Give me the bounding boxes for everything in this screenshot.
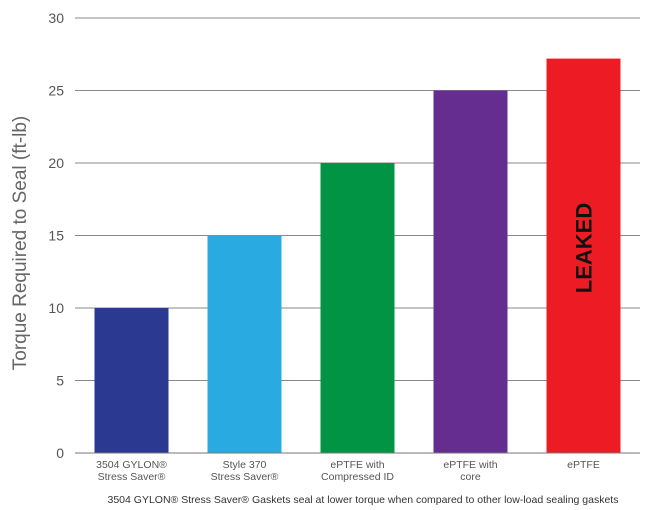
y-tick-label: 25: [48, 83, 64, 99]
bar: [320, 163, 395, 453]
leaked-annotation: LEAKED: [572, 203, 597, 293]
category-label: Compressed ID: [321, 471, 394, 483]
chart-caption: 3504 GYLON® Stress Saver® Gaskets seal a…: [108, 494, 619, 506]
y-tick-label: 30: [48, 10, 64, 26]
category-label: core: [460, 471, 481, 483]
y-tick-label: 20: [48, 155, 64, 171]
category-label: Stress Saver®: [98, 471, 166, 483]
category-label: ePTFE with: [330, 459, 384, 471]
category-label: ePTFE: [567, 459, 600, 471]
bar: [546, 58, 621, 453]
category-labels: 3504 GYLON®Stress Saver®Style 370Stress …: [96, 459, 600, 483]
bar: [433, 90, 508, 453]
bars: [94, 58, 621, 453]
category-label: ePTFE with: [443, 459, 497, 471]
y-tick-labels: 0 5 10 15 20 25 30: [48, 10, 64, 461]
y-axis-label: Torque Required to Seal (ft-lb): [10, 116, 31, 371]
bar: [207, 235, 282, 453]
y-tick-label: 15: [48, 228, 64, 244]
bar: [94, 308, 169, 453]
category-label: Stress Saver®: [211, 471, 279, 483]
bar-annotations: LEAKED: [572, 203, 597, 293]
y-tick-label: 0: [56, 445, 64, 461]
category-label: Style 370: [223, 459, 267, 471]
category-label: 3504 GYLON®: [96, 459, 167, 471]
y-tick-label: 10: [48, 300, 64, 316]
y-tick-label: 5: [56, 373, 64, 389]
